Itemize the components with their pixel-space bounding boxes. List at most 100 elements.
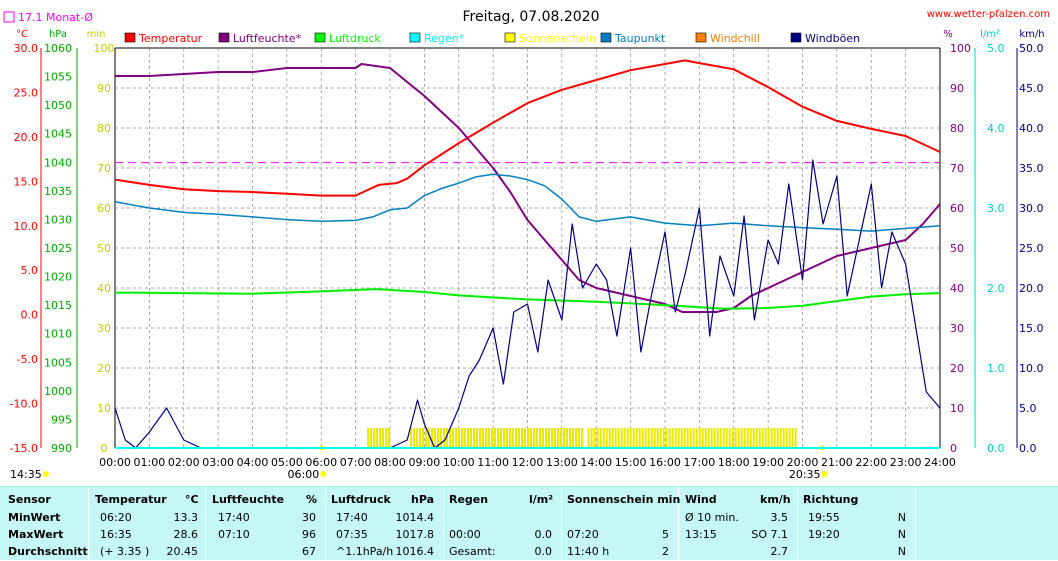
sunshine-bar [443, 428, 446, 448]
sunshine-bar [551, 428, 554, 448]
sunshine-bar [773, 428, 776, 448]
sunshine-bar [659, 428, 662, 448]
sunshine-bar [602, 428, 605, 448]
stats-table: Sensor Temperatur °C Luftfeuchte % Luftd… [0, 486, 1058, 560]
sunshine-bar [668, 428, 671, 448]
sunshine-bar [788, 428, 791, 448]
hdr-wind-unit: km/h [760, 493, 791, 506]
temp-tick: 15.0 [14, 175, 39, 188]
legend-label: Luftdruck [329, 32, 381, 45]
stats-cell-sun-val: 5 [662, 528, 669, 541]
sunshine-bar [722, 428, 725, 448]
hdr-press-unit: hPa [411, 493, 435, 506]
sunshine-tick: 30 [97, 322, 111, 335]
sunshine-bar [629, 428, 632, 448]
sunshine-bar [416, 428, 419, 448]
humidity-tick: 20 [950, 362, 964, 375]
corner-sun-icon [43, 471, 49, 477]
hdr-sun: Sonnenschein min [567, 493, 681, 506]
pressure-tick: 1030 [44, 213, 72, 226]
corner-time: 14:35 [10, 468, 42, 481]
pressure-tick: 1015 [44, 299, 72, 312]
stats-cell-hum-val: 30 [302, 511, 316, 524]
legend-label: Luftfeuchte* [233, 32, 302, 45]
hdr-wind: Wind [685, 493, 717, 506]
stats-cell-rain-time: Gesamt: [449, 545, 496, 558]
x-tick: 18:00 [718, 456, 750, 469]
stats-cell-label: Durchschnitt [8, 545, 88, 558]
stats-cell-rain-time: 00:00 [449, 528, 481, 541]
wind-tick: 35.0 [1019, 162, 1044, 175]
stats-cell-temp-time: (+ 3.35 ) [100, 545, 150, 558]
sunshine-bar [632, 428, 635, 448]
x-tick: 03:00 [202, 456, 234, 469]
humidity-tick: 30 [950, 322, 964, 335]
sunshine-tick: 0 [101, 442, 108, 455]
sunshine-bar [734, 428, 737, 448]
stats-cell-label: MinWert [8, 511, 61, 524]
x-tick: 12:00 [512, 456, 544, 469]
rain-tick: 1.0 [987, 362, 1005, 375]
sunshine-bar [698, 428, 701, 448]
wind-tick: 40.0 [1019, 122, 1044, 135]
stats-cell-wind-label: Ø 10 min. [685, 511, 739, 524]
pressure-tick: 1060 [44, 42, 72, 55]
pressure-tick: 1035 [44, 185, 72, 198]
pressure-tick: 1040 [44, 156, 72, 169]
sunshine-bar [617, 428, 620, 448]
stats-cell-temp-val: 28.6 [173, 528, 199, 541]
rain-tick: 2.0 [987, 282, 1005, 295]
sunrise-label: 06:00 [288, 468, 320, 481]
legend-swatch [124, 32, 136, 43]
sunshine-bar [485, 428, 488, 448]
hdr-hum: Luftfeuchte [212, 493, 285, 506]
stats-cell-dir-val: N [897, 545, 906, 558]
x-tick: 20:00 [787, 456, 819, 469]
sunshine-bar [620, 428, 623, 448]
sunshine-bar [413, 428, 416, 448]
stats-cell-sun-time: 07:20 [567, 528, 599, 541]
sunshine-bar [713, 428, 716, 448]
x-tick: 24:00 [924, 456, 956, 469]
sunshine-tick: 60 [97, 202, 111, 215]
sunshine-bar [590, 428, 593, 448]
chart-title: Freitag, 07.08.2020 [463, 9, 600, 25]
sunshine-bar [680, 428, 683, 448]
hdr-hum-unit: % [306, 493, 318, 506]
month-avg-swatch [3, 11, 15, 23]
sunshine-bar [701, 428, 704, 448]
wind-tick: 10.0 [1019, 362, 1044, 375]
sunshine-bar [542, 428, 545, 448]
sunshine-bar [521, 428, 524, 448]
sunshine-bar [794, 428, 797, 448]
temp-tick: -15.0 [10, 442, 38, 455]
sunshine-bar [533, 428, 536, 448]
x-tick: 10:00 [443, 456, 475, 469]
legend-label: Windböen [805, 32, 860, 45]
legend-label: Windchill [710, 32, 760, 45]
x-tick: 16:00 [649, 456, 681, 469]
stats-cell-hum-time: 07:10 [218, 528, 250, 541]
sunshine-bar [379, 428, 382, 448]
sunshine-bar [524, 428, 527, 448]
pressure-tick: 1050 [44, 99, 72, 112]
wind-tick: 50.0 [1019, 42, 1044, 55]
sunshine-bar [692, 428, 695, 448]
temp-tick: 5.0 [21, 264, 39, 277]
sunshine-bar [776, 428, 779, 448]
x-tick: 13:00 [546, 456, 578, 469]
sunshine-bar [422, 428, 425, 448]
hdr-sensor: Sensor [8, 493, 51, 506]
sunshine-bar [419, 428, 422, 448]
pressure-tick: 1005 [44, 356, 72, 369]
sunshine-bar [611, 428, 614, 448]
sunshine-bar [545, 428, 548, 448]
x-tick: 01:00 [134, 456, 166, 469]
sunshine-bar [410, 428, 413, 448]
stats-cell-temp-time: 06:20 [100, 511, 132, 524]
rain-tick: 4.0 [987, 122, 1005, 135]
humidity-tick: 50 [950, 242, 964, 255]
stats-cell-rain-val: 0.0 [534, 528, 553, 541]
sunshine-bar [623, 428, 626, 448]
sunshine-bar [476, 428, 479, 448]
